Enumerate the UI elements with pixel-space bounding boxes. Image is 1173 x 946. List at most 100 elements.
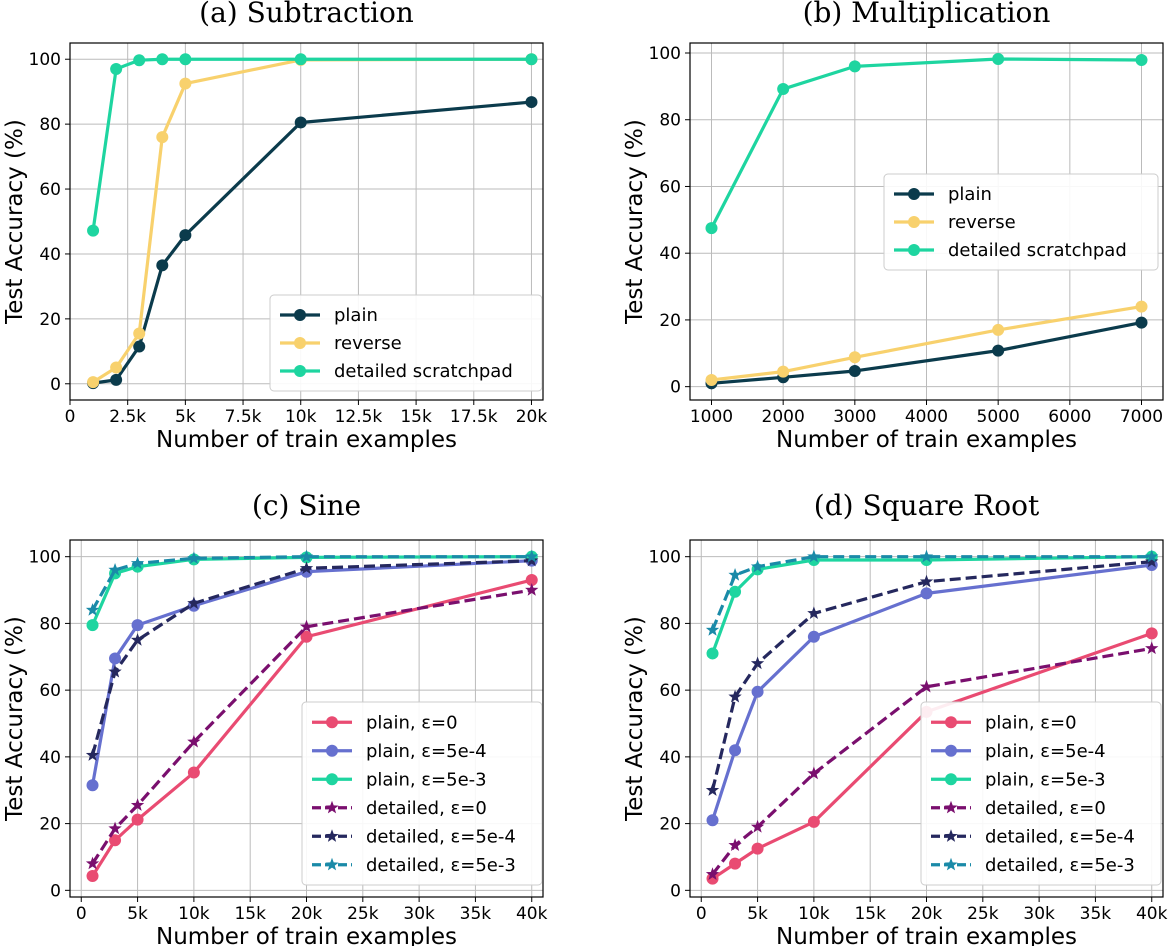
series-line [711, 646, 1153, 876]
series-line [711, 555, 1152, 654]
data-point [525, 583, 539, 596]
data-point [728, 689, 742, 703]
x-tick-label: 7.5k [225, 407, 262, 427]
x-tick-label: 4000 [905, 407, 948, 427]
legend-label: plain [948, 184, 992, 205]
series-line [91, 578, 533, 877]
data-point [807, 815, 820, 828]
x-tick-label: 20k [291, 904, 323, 924]
legend-label: detailed, ε=5e-3 [366, 855, 516, 876]
x-tick-label: 0 [696, 904, 707, 924]
data-point [807, 606, 821, 620]
data-point [179, 229, 192, 242]
chart-panel-4: 0 5k 10k 15k 20k 25k 30k 35k 40k 0 20 40 60 80 100 (d) … [622, 489, 1168, 946]
y-axis-label: Test Accuracy (%) [2, 119, 28, 325]
x-tick-label: 20k [516, 407, 548, 427]
x-tick-label: 30k [403, 904, 435, 924]
series-detailed, ε=5e-3 [705, 549, 1159, 636]
data-point [777, 365, 790, 378]
y-tick-label: 40 [659, 748, 681, 768]
y-tick-label: 60 [659, 177, 681, 197]
legend-label: plain, ε=0 [366, 712, 458, 733]
data-point [848, 60, 861, 73]
legend: plain reverse detailed scratchpad [883, 173, 1159, 271]
data-point [705, 373, 718, 386]
x-axis-label: Number of train examples [156, 924, 457, 946]
x-tick-label: 10k [798, 904, 830, 924]
data-point [1145, 641, 1159, 655]
legend-label: plain [334, 305, 378, 326]
y-axis-label: Test Accuracy (%) [622, 616, 648, 822]
data-point [1145, 554, 1159, 568]
data-point [131, 813, 144, 826]
legend-label: detailed, ε=0 [366, 798, 487, 819]
x-tick-label: 0 [65, 407, 76, 427]
x-tick-label: 12.5k [335, 407, 383, 427]
y-tick-label: 60 [39, 681, 61, 701]
series-line [711, 555, 1152, 631]
data-point [807, 766, 821, 780]
x-tick-label: 25k [347, 904, 379, 924]
legend-marker [945, 716, 957, 729]
legend-marker [908, 216, 920, 228]
legend-label: detailed, ε=5e-4 [985, 826, 1135, 847]
x-axis-label: Number of train examples [156, 427, 457, 453]
legend-box [883, 173, 1159, 271]
data-point [133, 327, 146, 340]
legend-marker [294, 365, 306, 377]
x-tick-label: 35k [1080, 904, 1112, 924]
data-point [807, 549, 821, 563]
x-tick-label: 15k [234, 904, 266, 924]
legend-marker [325, 800, 339, 814]
data-point [750, 559, 765, 573]
x-tick-label: 5k [127, 904, 148, 924]
legend-label: detailed, ε=5e-4 [366, 826, 516, 847]
data-point [525, 53, 538, 66]
chart-title: (a) Subtraction [199, 0, 414, 29]
data-point [131, 619, 144, 632]
data-point [86, 619, 99, 632]
data-point [87, 376, 100, 389]
legend-box [920, 701, 1162, 886]
y-tick-label: 20 [39, 815, 61, 835]
data-point [848, 351, 861, 364]
legend-label: detailed scratchpad [948, 240, 1127, 261]
data-point [130, 556, 145, 570]
series-plain, ε=0 [86, 574, 538, 882]
series-detailed, ε=5e-3 [85, 549, 539, 616]
legend: plain, ε=0 plain, ε=5e-4 plain, ε=5e-3 deta… [920, 701, 1162, 886]
series-detailed, ε=0 [85, 583, 539, 870]
y-tick-label: 100 [29, 548, 61, 568]
chart-panel-2: 1000 2000 3000 4000 5000 6000 7000 0 20 40 60 80 100… [622, 0, 1164, 453]
data-point [130, 798, 145, 811]
data-point [919, 574, 934, 588]
data-point [920, 587, 933, 600]
legend-marker [908, 244, 920, 256]
legend-label: plain, ε=5e-3 [985, 769, 1106, 790]
y-tick-label: 20 [659, 311, 681, 331]
y-tick-label: 60 [659, 681, 681, 701]
x-tick-label: 2.5k [109, 407, 146, 427]
legend-label: reverse [948, 212, 1016, 233]
data-point [729, 585, 742, 598]
data-point [294, 53, 307, 66]
series-reverse [705, 300, 1148, 386]
data-point [807, 630, 820, 643]
data-point [187, 766, 200, 779]
x-tick-label: 20k [911, 904, 943, 924]
data-point [87, 224, 100, 237]
x-tick-label: 17.5k [450, 407, 498, 427]
series-line [710, 563, 1152, 821]
data-point [300, 630, 313, 643]
legend-label: plain, ε=5e-4 [985, 741, 1106, 762]
data-point [133, 340, 146, 353]
legend-marker [944, 829, 958, 842]
legend-marker [326, 744, 338, 757]
y-tick-label: 20 [659, 815, 681, 835]
data-point [1145, 627, 1158, 640]
chart-title: (d) Square Root [814, 489, 1040, 522]
y-tick-label: 0 [50, 375, 61, 395]
data-point [1135, 316, 1148, 329]
y-tick-label: 100 [649, 44, 681, 64]
